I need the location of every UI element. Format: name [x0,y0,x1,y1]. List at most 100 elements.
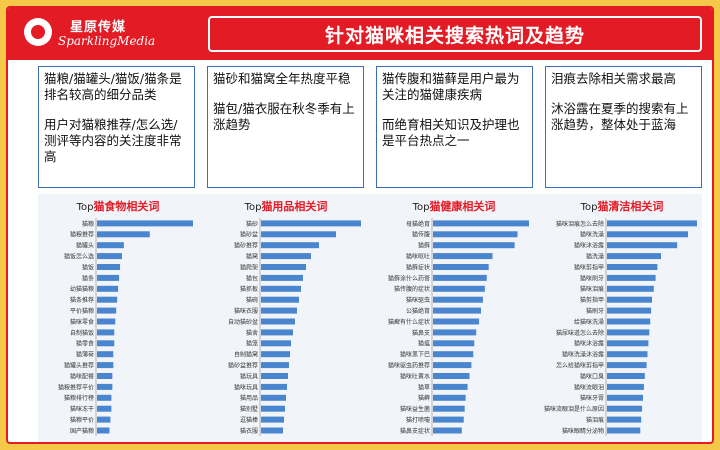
category-label: 猫爬架 [240,263,258,271]
page-frame: 星原传媒 SparklingMedia 针对猫咪相关搜索热词及趋势 猫粮/猫罐头… [6,6,714,444]
category-label: 平价猫粮 [70,307,94,315]
category-label: 猫饭怎么选 [64,253,94,261]
bar [607,253,661,260]
brand-logo-icon [24,18,52,46]
bar [607,329,650,336]
category-label: 猫咪泪痕 [580,285,604,293]
bar [433,220,529,227]
category-label: 猫咪零食 [70,318,94,326]
bar [97,427,110,434]
category-label: 猫咪流眼泪 [574,383,604,391]
bar [433,253,493,260]
category-label: 猫藓症状 [406,263,430,271]
bar [261,285,301,292]
category-label: 猫咪牙膏 [580,394,604,402]
category-label: 猫藓 [418,242,430,250]
category-label: 猫衣服 [240,427,258,435]
category-label: 自制猫窝 [234,351,258,359]
bar [433,285,485,292]
category-label: 猫咪驱虫药推荐 [388,362,430,370]
category-label: 猫草 [418,383,430,391]
category-label: 猫咪衣服 [234,307,258,315]
bar [607,427,641,434]
bar [607,383,644,390]
chart-panel-supplies: Top猫用品相关词 猫砂 猫砂盆 猫砂推荐 猫窝 猫爬架 猫包 猫抓板 猫碗 猫咪衣服 自动猫砂盆… [206,194,366,442]
bar [607,274,656,281]
chart-title: Top猫清洁相关词 [580,200,664,213]
category-label: 猫传腹 [412,231,430,239]
category-label: 猫咪洗澡沐浴露 [562,351,604,359]
category-label: 猫砂盆 [240,231,258,239]
bar [607,416,642,423]
category-label: 猫咪沐浴露 [574,340,604,348]
bar [607,307,652,314]
bar [97,296,118,303]
chart-title: Top猫用品相关词 [244,200,328,213]
bar [97,405,112,412]
brand-name-cn: 星原传媒 [70,20,127,35]
category-label: 猫包 [246,274,258,282]
category-label: 猫咪冻干 [70,405,94,413]
category-label: 猫砂推荐 [234,242,258,250]
bar [97,362,114,369]
card-text: 泪痕去除相关需求最高 [551,71,677,86]
category-label: 猫砂 [246,220,258,228]
charts-area: Top猫食物相关词 猫粮 猫粮推荐 猫罐头 猫饭怎么选 猫饭 猫条 幼猫猫粮 猫条推荐 平价猫粮… [38,194,702,442]
category-label: 国产猫粮 [70,427,94,435]
category-label: 猫笼 [246,340,258,348]
bar [261,318,295,325]
brand-name-en: SparklingMedia [58,34,156,48]
bar [261,405,285,412]
category-label: 猫咪刷牙 [580,274,604,282]
bar [261,372,288,379]
insight-card-food: 猫粮/猫罐头/猫饭/猫条是排名较高的细分品类 用户对猫粮推荐/怎么选/测评等内容… [38,66,195,188]
category-label: 猫碗 [246,296,258,304]
category-label: 猫咪驱虫 [406,296,430,304]
chart-title: Top猫食物相关词 [76,200,160,213]
category-label: 猫罐头 [76,242,94,250]
chart-food: 猫粮猫粮推荐猫罐头猫饭怎么选猫饭猫条幼猫猫粮猫条推荐平价猫粮猫咪零食自制猫饭猫零… [58,218,193,436]
category-label: 猫抓板 [240,285,258,293]
category-label: 猫洗澡 [586,253,604,261]
category-label: 猫咪玩具 [234,383,258,391]
category-label: 猫咪剪指甲 [574,263,604,271]
bar [97,285,119,292]
insight-card-supplies: 猫砂和猫窝全年热度平稳 猫包/猫衣服在秋冬季有上涨趋势 [207,66,364,188]
bar [433,405,465,412]
card-text: 猫粮/猫罐头/猫饭/猫条是排名较高的细分品类 [44,71,182,102]
bar [261,274,303,281]
category-label: 猫打喷嚏 [406,416,430,424]
category-label: 猫泪痕 [586,416,604,424]
category-label: 猫刷牙 [586,307,604,315]
bar [433,340,475,347]
bar [607,362,647,369]
bar [433,383,468,390]
bar [607,405,643,412]
category-label: 猫咪眼睛分泌物 [562,427,604,435]
chart-title: Top猫健康相关词 [412,200,496,213]
bar [261,242,319,249]
bar [261,220,361,227]
bar [261,253,311,260]
category-label: 猫咪配餐 [70,372,94,380]
category-label: 猫粮平价 [70,416,94,424]
bar [97,307,117,314]
card-text: 猫砂和猫窝全年热度平稳 [213,71,351,86]
bar [97,394,112,401]
category-label: 猫玩具 [240,372,258,380]
bar [261,307,297,314]
bar [607,263,658,270]
category-label: 幼猫猫粮 [70,285,94,293]
bar [607,372,645,379]
category-label: 公猫绝育 [406,307,430,315]
bar [433,318,480,325]
category-label: 猫饭 [82,263,94,271]
category-label: 猫零食 [76,340,94,348]
bar [261,296,299,303]
category-label: 猫薄荷 [76,351,94,359]
bar [261,329,293,336]
bar [607,285,654,292]
category-label: 猫咪黑下巴 [400,351,430,359]
bar [97,329,115,336]
category-label: 猫条推荐 [70,296,94,304]
